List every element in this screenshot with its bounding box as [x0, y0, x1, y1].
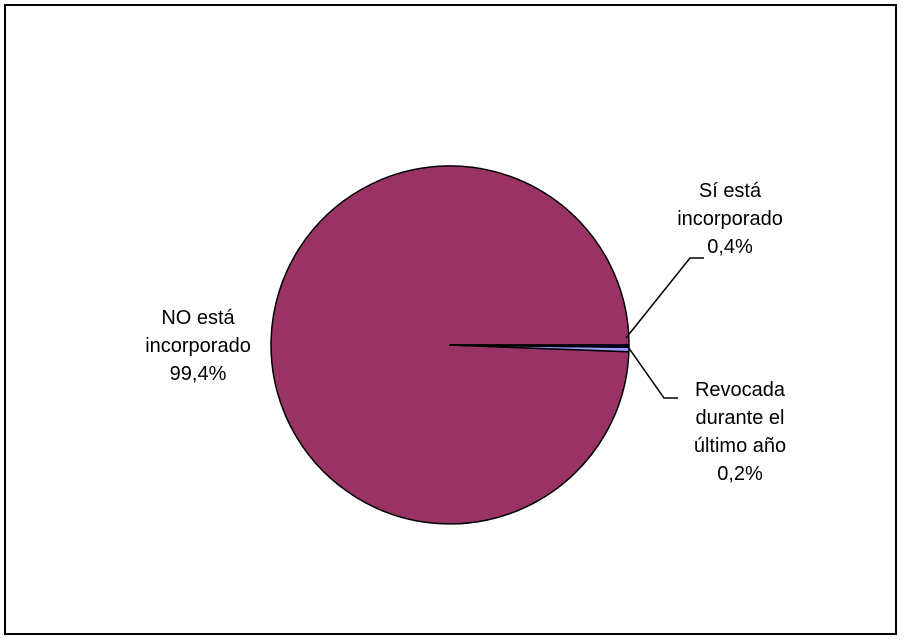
- slice-label-revocada: Revocada durante el último año 0,2%: [660, 376, 820, 488]
- leader-line-revocada: [625, 343, 678, 399]
- label-line: incorporado: [677, 208, 783, 230]
- label-line: incorporado: [145, 335, 251, 357]
- label-line: Sí está: [698, 180, 762, 202]
- label-line: Revocada: [694, 379, 786, 401]
- label-line: último año: [693, 435, 787, 457]
- label-value: 0,4%: [707, 236, 753, 258]
- label-line: durante el: [695, 407, 785, 429]
- slice-label-si-incorporado: Sí está incorporado 0,4%: [650, 177, 810, 261]
- label-value: 0,2%: [717, 463, 763, 485]
- label-value: 99,4%: [169, 363, 227, 385]
- slice-label-no-incorporado: NO está incorporado 99,4%: [118, 304, 278, 388]
- leader-line-si: [625, 257, 704, 339]
- label-line: NO está: [161, 307, 235, 329]
